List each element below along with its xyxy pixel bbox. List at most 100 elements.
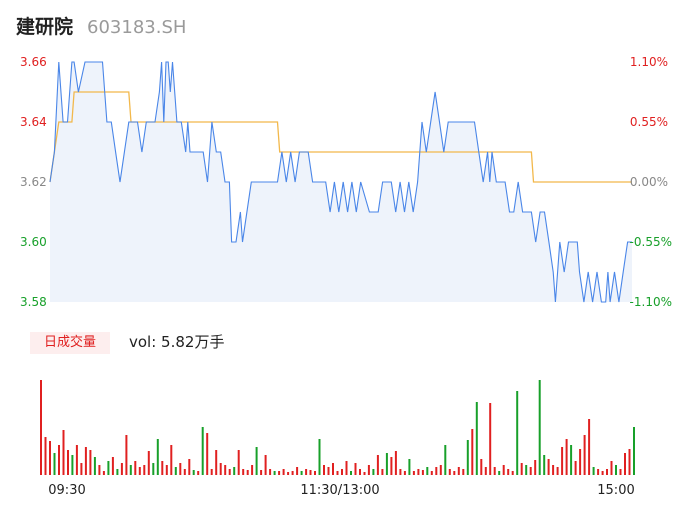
price-area-fill [50, 62, 632, 302]
volume-bar [480, 459, 483, 475]
volume-bar [417, 469, 420, 475]
volume-bar [161, 461, 164, 475]
volume-bar [251, 465, 254, 475]
volume-bar [336, 471, 339, 475]
volume-bar [282, 469, 285, 475]
volume-bar [556, 467, 559, 475]
volume-readout: vol: 5.82万手 [129, 333, 225, 351]
volume-bar [183, 469, 186, 475]
stock-name: 建研院 [16, 16, 74, 38]
volume-bar [318, 439, 321, 475]
volume-bar [296, 467, 299, 475]
volume-bar [421, 470, 424, 475]
volume-bar [219, 463, 222, 475]
volume-bar [120, 463, 123, 475]
volume-bar [179, 463, 182, 475]
volume-bar [453, 471, 456, 475]
volume-bar [152, 463, 155, 475]
volume-bar [116, 469, 119, 475]
volume-bar [399, 469, 402, 475]
volume-bar [278, 471, 281, 475]
volume-bar [134, 461, 137, 475]
volume-bar [502, 465, 505, 475]
volume-bar [534, 460, 537, 475]
volume-bar [210, 469, 213, 475]
volume-bar [143, 465, 146, 475]
volume-bar [58, 445, 60, 475]
volume-bar [269, 469, 272, 475]
volume-bar [381, 469, 384, 475]
volume-bar [606, 469, 608, 475]
volume-bar [601, 471, 604, 475]
volume-bar [242, 469, 245, 475]
volume-bar [192, 470, 195, 475]
volume-bar [372, 469, 375, 475]
volume-bar [107, 461, 110, 475]
volume-bar [206, 433, 209, 475]
volume-bar [489, 403, 492, 475]
volume-bar [49, 441, 51, 475]
y-left-tick: 3.66 [20, 55, 47, 69]
volume-bar [345, 461, 348, 475]
volume-bar [291, 471, 294, 475]
volume-bar [619, 469, 622, 475]
volume-bar [390, 457, 393, 475]
volume-bar [98, 465, 101, 475]
volume-bar [170, 445, 173, 475]
y-left-tick: 3.64 [20, 115, 47, 129]
volume-bar [287, 472, 290, 475]
volume-bar [507, 469, 510, 475]
volume-bar [376, 455, 379, 475]
volume-bar [457, 467, 460, 475]
volume-bar [138, 467, 141, 475]
volume-bar [255, 447, 258, 475]
volume-bar [615, 465, 617, 475]
volume-bar [102, 471, 105, 475]
price-panel [49, 61, 632, 303]
volume-bar [516, 391, 519, 475]
volume-bar [147, 451, 150, 475]
volume-bar [592, 467, 595, 475]
volume-bar [574, 461, 577, 475]
y-left-tick: 3.58 [20, 295, 47, 309]
volume-bar [529, 467, 532, 475]
volume-bar [633, 427, 635, 475]
volume-bar [350, 471, 352, 475]
volume-bar [300, 471, 303, 475]
y-right-tick: 0.00% [630, 175, 668, 189]
volume-bar [498, 471, 501, 475]
volume-bar [471, 429, 474, 475]
volume-bar [40, 380, 42, 475]
volume-bar [341, 469, 343, 475]
volume-bar [426, 467, 429, 475]
volume-bar [538, 380, 541, 475]
volume-bar [129, 465, 132, 475]
volume-bar [44, 437, 47, 475]
volume-bar [543, 455, 546, 475]
volume-bar [111, 457, 114, 475]
volume-bar [332, 463, 334, 475]
volume-bar [520, 463, 523, 475]
y-left-tick: 3.60 [20, 235, 47, 249]
volume-bar [394, 451, 397, 475]
y-right-tick: 1.10% [630, 55, 668, 69]
volume-panel [40, 380, 635, 475]
volume-bar [84, 447, 87, 475]
volume-bar [314, 471, 316, 475]
volume-bar [224, 465, 227, 475]
volume-bar [80, 463, 83, 475]
volume-bar [188, 459, 191, 475]
volume-bar [71, 455, 74, 475]
volume-bar [475, 402, 478, 475]
volume-bar [588, 419, 591, 475]
y-axis-left: 3.66 3.64 3.62 3.60 3.58 [20, 55, 47, 309]
volume-bar [228, 469, 231, 475]
volume-bar [444, 445, 447, 475]
volume-badge: 日成交量 [30, 332, 110, 354]
volume-bar [570, 445, 573, 475]
volume-bar [579, 449, 582, 475]
volume-bar [412, 471, 415, 475]
volume-bar [435, 467, 438, 475]
volume-bar [174, 467, 177, 475]
volume-bar [511, 471, 514, 475]
